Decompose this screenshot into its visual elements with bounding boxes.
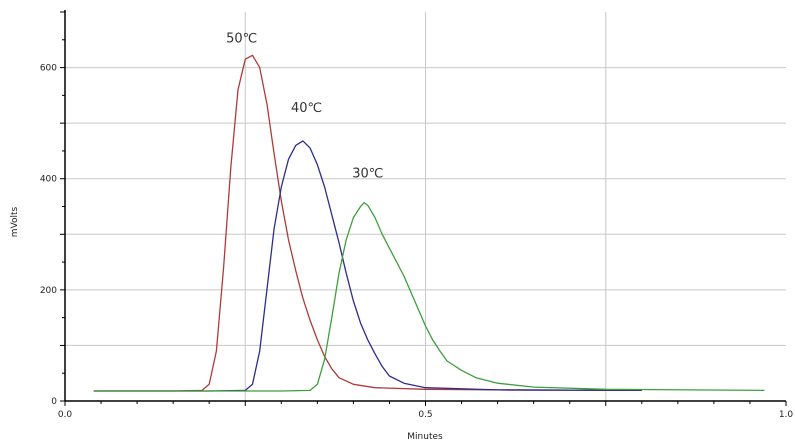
y-tick-label-3: 600 <box>40 64 57 74</box>
series-line-0 <box>93 54 642 392</box>
series-group <box>93 54 765 392</box>
y-tick-label-1: 200 <box>40 286 57 296</box>
series-line-1 <box>93 140 642 392</box>
x-tick-label-0: 0.0 <box>58 410 73 420</box>
annotation-label-1: 40℃ <box>291 101 322 116</box>
x-tick-label-2: 1.0 <box>779 410 794 420</box>
series-line-2 <box>93 201 765 392</box>
annotations: 50℃ 40℃ 30℃ <box>226 32 383 182</box>
annotation-label-0: 50℃ <box>226 32 257 47</box>
x-tick-label-1: 0.5 <box>418 410 432 420</box>
x-axis-title: Minutes <box>407 432 443 441</box>
y-tick-label-0: 0 <box>51 397 57 407</box>
axes: 0.0 0.5 1.0 0 200 400 600 <box>40 10 794 420</box>
y-tick-label-2: 400 <box>40 175 57 185</box>
grid <box>65 12 786 401</box>
y-axis-title: mVolts <box>10 206 20 237</box>
annotation-label-2: 30℃ <box>352 167 383 182</box>
